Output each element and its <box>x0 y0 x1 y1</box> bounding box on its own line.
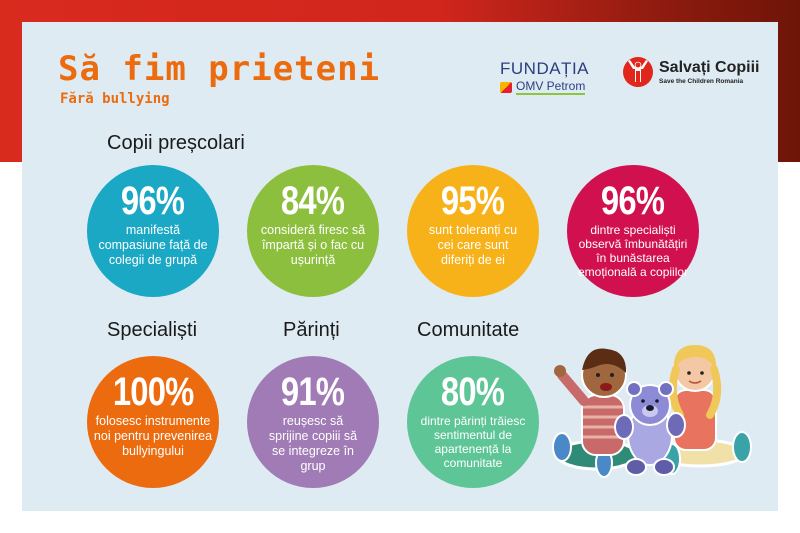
stat-value: 80% <box>441 370 505 414</box>
stat-description: sunt toleranți cu cei care sunt diferiți… <box>428 223 518 267</box>
omv-petrom-label: OMV Petrom <box>516 79 586 95</box>
stat-circle-belonging: 80% dintre părinți trăiesc sentimentul d… <box>407 356 539 488</box>
page-subtitle: Fără bullying <box>60 91 170 107</box>
stat-value: 84% <box>281 179 345 223</box>
stat-value: 95% <box>441 179 505 223</box>
stat-value: 91% <box>281 370 345 414</box>
stat-value: 96% <box>601 179 665 223</box>
save-the-children-subtitle: Save the Children Romania <box>659 77 744 85</box>
section-heading-parents: Părinți <box>283 319 340 341</box>
omv-petrom-mark-icon <box>500 81 512 93</box>
stat-description: folosesc instrumente noi pentru prevenir… <box>93 414 213 458</box>
omv-foundation-label: FUNDAȚIA <box>500 59 589 78</box>
stat-circle-sharing: 84% consideră firesc să împartă și o fac… <box>247 165 379 297</box>
stat-circle-compassion: 96% manifestă compasiune față de colegii… <box>87 165 219 297</box>
stat-circle-wellbeing: 96% dintre specialiști observă îmbunătăț… <box>567 165 699 297</box>
stat-value: 96% <box>121 179 185 223</box>
stat-circle-tools: 100% folosesc instrumente noi pentru pre… <box>87 356 219 488</box>
save-the-children-logo: Salvați Copiii Save the Children Romania <box>622 56 759 88</box>
section-heading-community: Comunitate <box>417 319 520 341</box>
stat-value: 100% <box>112 370 194 414</box>
stat-circle-tolerance: 95% sunt toleranți cu cei care sunt dife… <box>407 165 539 297</box>
section-heading-specialists: Specialiști <box>107 319 198 341</box>
children-with-teddy-bear-illustration <box>552 345 752 478</box>
omv-petrom-foundation-logo: FUNDAȚIA OMV Petrom <box>500 60 590 95</box>
stat-description: dintre specialiști observă îmbunătățiri … <box>577 223 689 279</box>
page-title: Să fim prieteni <box>58 49 381 89</box>
section-heading-preschool: Copii preșcolari <box>107 132 245 154</box>
stat-description: reușesc să sprijine copiii să se integre… <box>268 414 358 473</box>
stat-description: dintre părinți trăiesc sentimentul de ap… <box>420 414 526 470</box>
save-the-children-child-icon <box>623 57 653 87</box>
stat-description: manifestă compasiune față de colegii de … <box>98 223 208 267</box>
stat-description: consideră firesc să împartă și o fac cu … <box>260 223 366 267</box>
save-the-children-name: Salvați Copiii <box>659 58 760 76</box>
stat-circle-integration: 91% reușesc să sprijine copiii să se int… <box>247 356 379 488</box>
